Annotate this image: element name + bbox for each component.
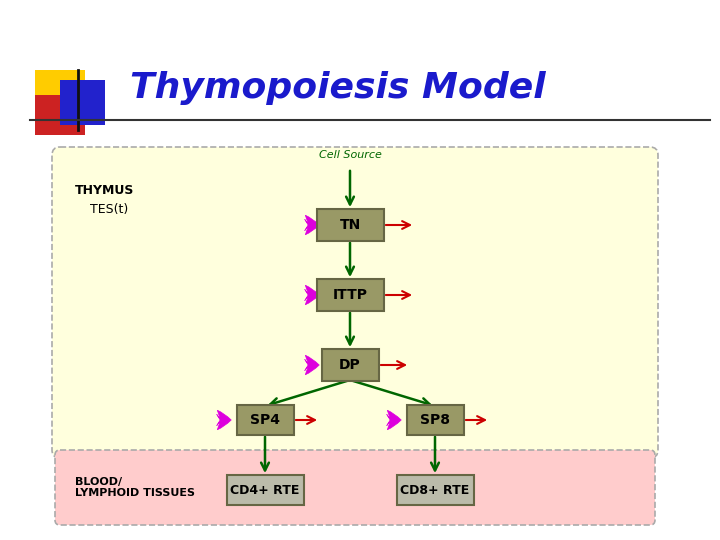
Text: BLOOD/
LYMPHOID TISSUES: BLOOD/ LYMPHOID TISSUES [75, 477, 195, 498]
FancyBboxPatch shape [317, 279, 384, 311]
FancyBboxPatch shape [55, 450, 655, 525]
Text: TN: TN [339, 218, 361, 232]
Text: CD4+ RTE: CD4+ RTE [230, 483, 300, 496]
Text: SP4: SP4 [250, 413, 280, 427]
Text: THYMUS: THYMUS [75, 184, 135, 197]
Text: CD8+ RTE: CD8+ RTE [400, 483, 469, 496]
FancyBboxPatch shape [397, 475, 474, 505]
Bar [60, 80, 105, 125]
FancyBboxPatch shape [407, 405, 464, 435]
FancyBboxPatch shape [236, 405, 294, 435]
Text: Cell Source: Cell Source [318, 150, 382, 160]
Text: DP: DP [339, 358, 361, 372]
FancyBboxPatch shape [227, 475, 304, 505]
Text: Thymopoiesis Model: Thymopoiesis Model [130, 71, 546, 105]
Bar [35, 70, 85, 120]
FancyBboxPatch shape [317, 209, 384, 241]
FancyBboxPatch shape [322, 349, 379, 381]
Text: TES(t): TES(t) [82, 204, 128, 217]
FancyBboxPatch shape [52, 147, 658, 458]
Bar [35, 95, 85, 135]
Text: SP8: SP8 [420, 413, 450, 427]
Text: ITTP: ITTP [333, 288, 367, 302]
